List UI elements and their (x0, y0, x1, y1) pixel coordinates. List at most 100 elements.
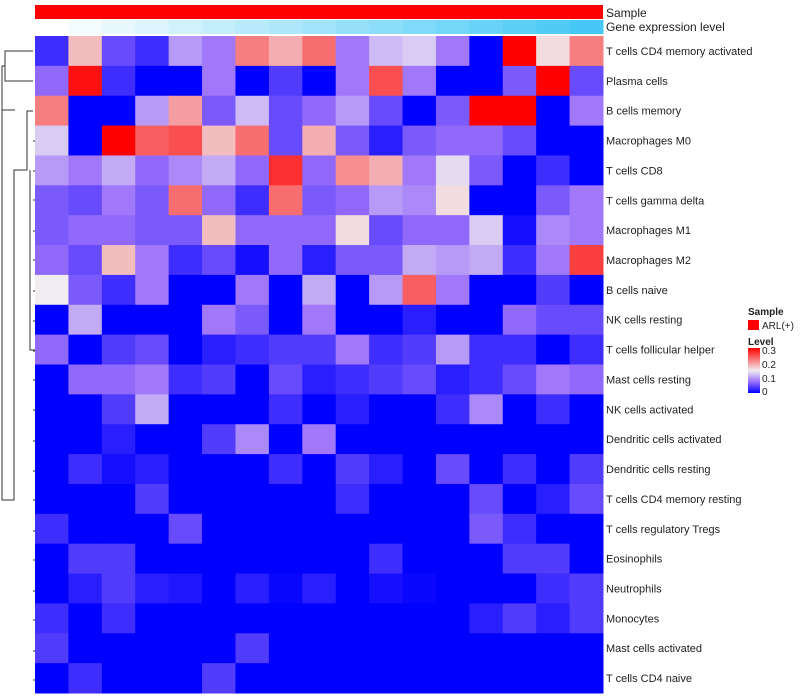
row-label: T cells CD8 (606, 165, 663, 177)
heatmap-cell (235, 245, 270, 276)
heatmap-cell (536, 185, 571, 216)
heatmap-cell (135, 155, 170, 186)
heatmap-cell (402, 483, 437, 515)
heatmap-cell (302, 454, 337, 485)
heatmap-cell (536, 334, 571, 365)
heatmap-cell (502, 364, 537, 395)
heatmap-cell (235, 394, 270, 425)
heatmap-cell (369, 65, 404, 97)
heatmap-cell (202, 65, 236, 97)
heatmap-cell (502, 603, 537, 634)
heatmap-cell (469, 573, 504, 604)
legend-tick: 0.3 (762, 346, 776, 357)
heatmap-cell (402, 603, 437, 634)
gene-expression-annotation-label: Gene expression level (606, 20, 725, 34)
heatmap-cell (302, 36, 337, 67)
heatmap-cell (536, 603, 571, 634)
heatmap-cell (135, 95, 170, 127)
heatmap-cell (569, 454, 604, 485)
heatmap-cell (402, 543, 437, 575)
column-annotations (35, 5, 604, 34)
expression-annotation-cell (235, 20, 270, 34)
heatmap-cell (168, 424, 203, 455)
heatmap-cell (168, 125, 203, 156)
expression-annotation-cell (168, 20, 203, 34)
heatmap-cell (369, 573, 404, 604)
heatmap-cell (268, 454, 303, 485)
heatmap-cell (402, 334, 437, 365)
heatmap-cell (135, 603, 170, 634)
heatmap-cell (68, 483, 103, 515)
heatmap-cell (135, 215, 170, 246)
heatmap-cell (369, 215, 404, 246)
heatmap-cell (235, 663, 270, 694)
heatmap-cell (101, 483, 136, 515)
heatmap-cell (435, 274, 470, 306)
heatmap-cell (536, 65, 571, 97)
heatmap-cell (168, 513, 203, 545)
heatmap-cell (569, 215, 604, 246)
heatmap-cell (302, 334, 337, 365)
row-label: T cells gamma delta (606, 195, 705, 207)
heatmap-cell (168, 155, 203, 186)
heatmap-cell (502, 663, 537, 694)
heatmap-cell (469, 454, 504, 485)
row-label: Macrophages M1 (606, 225, 691, 237)
heatmap-cell (302, 215, 337, 246)
heatmap-cell (369, 245, 404, 276)
heatmap-cell (101, 543, 136, 575)
row-label: Neutrophils (606, 583, 662, 595)
heatmap-cell (168, 274, 203, 306)
heatmap-cell (135, 424, 170, 455)
heatmap-cell (435, 663, 470, 694)
legend-tick: 0.2 (762, 360, 776, 371)
heatmap-cell (502, 125, 537, 156)
heatmap-cell (335, 454, 370, 485)
heatmap-cell (469, 95, 504, 127)
heatmap-cell (435, 633, 470, 664)
row-label: Dendritic cells resting (606, 464, 711, 476)
heatmap-cell (369, 274, 404, 306)
heatmap-cell (469, 543, 504, 575)
heatmap-cell (168, 334, 203, 365)
heatmap-cell (101, 95, 136, 127)
heatmap-cell (569, 36, 604, 67)
heatmap-cell (435, 543, 470, 575)
heatmap-cell (569, 364, 604, 395)
heatmap-cell (569, 155, 604, 186)
heatmap-cell (235, 155, 270, 186)
heatmap-cell (435, 245, 470, 276)
heatmap-cell (68, 513, 103, 545)
heatmap-cell (502, 304, 537, 336)
row-label: Macrophages M0 (606, 136, 691, 148)
heatmap-cell (369, 185, 404, 216)
heatmap-cell (335, 424, 370, 455)
heatmap-cell (235, 573, 270, 604)
heatmap-cell (202, 633, 236, 664)
heatmap-cell (402, 65, 437, 97)
heatmap-cell (235, 36, 270, 67)
heatmap-cell (502, 573, 537, 604)
heatmap-cell (35, 95, 69, 127)
heatmap-cell (168, 95, 203, 127)
heatmap-cell (435, 454, 470, 485)
heatmap-cell (569, 603, 604, 634)
heatmap-cell (101, 573, 136, 604)
heatmap-cell (135, 513, 170, 545)
heatmap-cell (135, 245, 170, 276)
heatmap-cell (302, 155, 337, 186)
heatmap-cell (268, 543, 303, 575)
heatmap-cell (569, 304, 604, 336)
heatmap-cell (35, 274, 69, 306)
heatmap-cell (235, 364, 270, 395)
heatmap-cell (268, 185, 303, 216)
row-label: T cells CD4 memory resting (606, 494, 742, 506)
heatmap-cell (435, 304, 470, 336)
heatmap-cell (202, 543, 236, 575)
heatmap-cell (235, 633, 270, 664)
heatmap-cell (168, 483, 203, 515)
row-label: Monocytes (606, 613, 660, 625)
heatmap-cell (569, 483, 604, 515)
heatmap-cell (202, 364, 236, 395)
heatmap-cell (135, 125, 170, 156)
